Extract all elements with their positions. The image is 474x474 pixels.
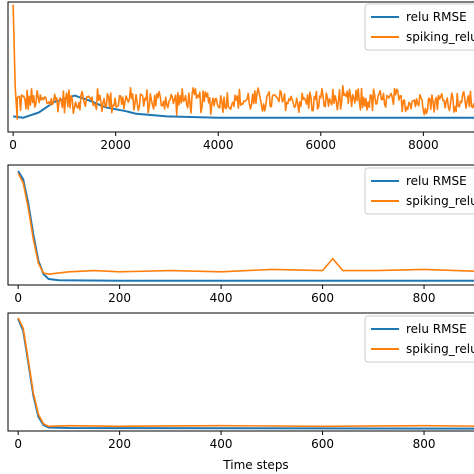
legend-label-relu: relu RMSE: [406, 10, 467, 24]
x-tick-label: 8000: [408, 138, 439, 152]
x-tick-label: 0: [14, 291, 22, 305]
subplot-3: 0 200 400 600 800 relu RMSE spiking_relu Tim…: [7, 312, 474, 472]
x-tick-label: 600: [311, 437, 334, 451]
x-tick-label: 2000: [100, 138, 131, 152]
x-ticks: 0 200 400 600 800: [14, 431, 435, 451]
legend-label-spiking: spiking_relu: [406, 342, 474, 356]
series-line-relu: [13, 94, 474, 119]
axes-frame: [7, 1, 474, 133]
legend-label-relu: relu RMSE: [406, 174, 467, 188]
series-line-spiking: [17, 173, 474, 275]
x-tick-label: 6000: [306, 138, 337, 152]
legend-box: [364, 315, 474, 363]
x-tick-label: 400: [210, 437, 233, 451]
legend: relu RMSE spiking_relu: [364, 315, 474, 363]
legend-label-spiking: spiking_relu: [406, 194, 474, 208]
plot-lines: [17, 317, 474, 430]
legend-box: [364, 167, 474, 215]
legend-label-spiking: spiking_relu: [406, 30, 474, 44]
x-tick-label: 800: [413, 437, 436, 451]
legend-label-relu: relu RMSE: [406, 322, 467, 336]
plot-lines: [17, 170, 474, 282]
x-tick-label: 600: [311, 291, 334, 305]
axes-frame: [7, 312, 474, 432]
x-tick-label: 400: [210, 291, 233, 305]
x-tick-label: 0: [9, 138, 17, 152]
plot-lines: [12, 4, 474, 120]
legend: relu RMSE spiking_relu: [364, 3, 474, 51]
x-ticks: 0 2000 4000 6000 8000: [9, 132, 439, 152]
x-tick-label: 800: [413, 291, 436, 305]
x-tick-label: 200: [108, 291, 131, 305]
x-tick-label: 200: [108, 437, 131, 451]
subplot-1: 0 2000 4000 6000 8000 relu RMSE spiking_relu: [7, 1, 474, 152]
legend-box: [364, 3, 474, 51]
x-tick-label: 4000: [203, 138, 234, 152]
subplot-2: 0 200 400 600 800 relu RMSE spiking_relu: [7, 164, 474, 305]
x-ticks: 0 200 400 600 800: [14, 285, 435, 305]
legend: relu RMSE spiking_relu: [364, 167, 474, 215]
series-line-spiking: [17, 317, 474, 428]
axes-frame: [7, 164, 474, 286]
x-tick-label: 0: [14, 437, 22, 451]
x-axis-label: Time steps: [222, 458, 288, 472]
series-line-spiking: [12, 4, 474, 120]
